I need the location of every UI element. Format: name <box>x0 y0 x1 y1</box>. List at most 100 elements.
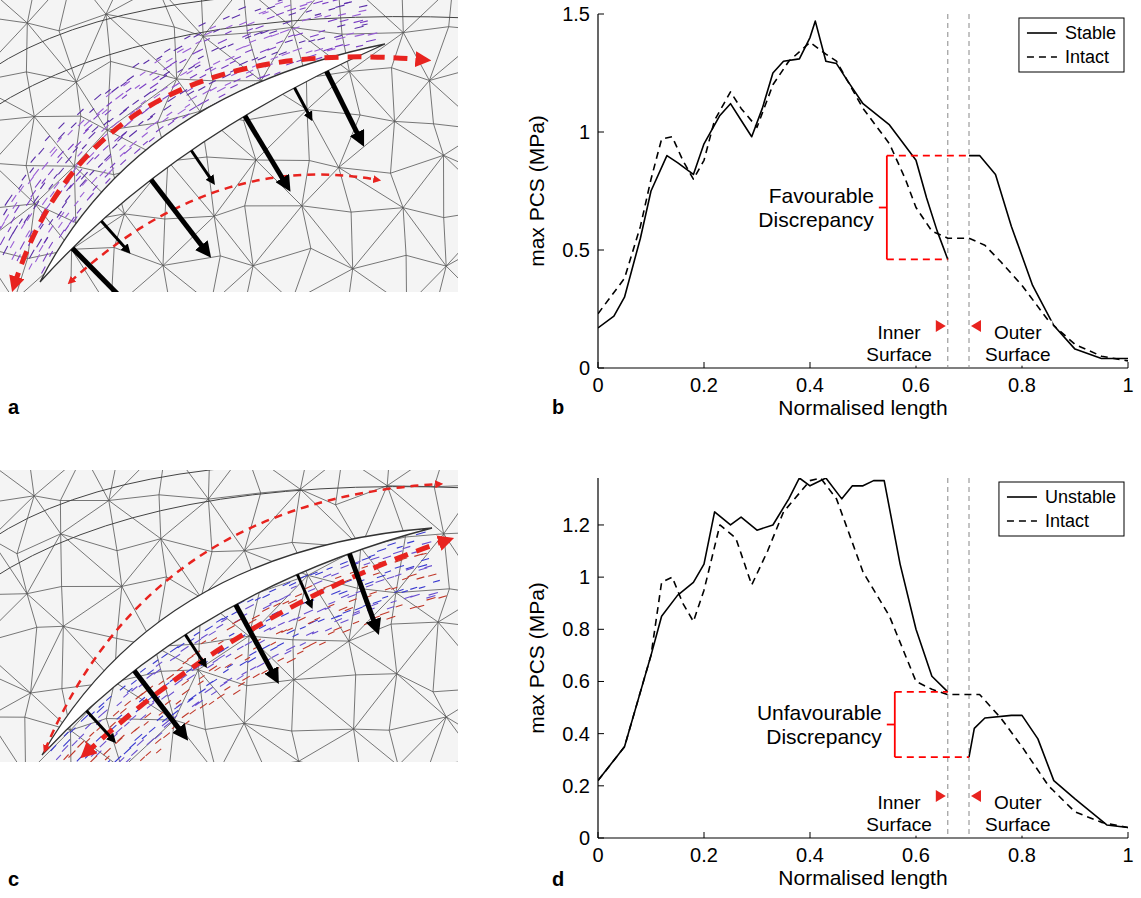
chart: 00.20.40.60.8100.20.40.60.811.2Normalise… <box>525 478 1134 890</box>
y-tick <box>598 250 604 251</box>
displacement-arrow <box>236 605 276 679</box>
y-tick-label: 0.6 <box>562 670 590 692</box>
y-tick-label: 0.8 <box>562 618 590 640</box>
bracket-stub <box>887 724 895 726</box>
surface-label-line: Surface <box>866 344 931 365</box>
legend-swatch <box>1007 496 1037 498</box>
x-axis <box>598 367 1128 368</box>
surface-label-line: Inner <box>877 322 921 343</box>
y-axis <box>597 14 598 368</box>
displacement-arrow <box>327 71 362 141</box>
surface-label-line: Surface <box>985 814 1050 835</box>
legend-label: Stable <box>1065 23 1116 43</box>
label-patch <box>983 791 1052 836</box>
surface-line <box>947 478 948 838</box>
legend-swatch <box>1027 56 1057 58</box>
panel-letter: b <box>552 396 564 418</box>
legend-swatch <box>1007 520 1037 522</box>
x-tick-label: 0.6 <box>902 844 930 866</box>
surface-label-line: Inner <box>877 792 921 813</box>
x-tick <box>598 832 599 838</box>
x-tick-label: 0.8 <box>1008 844 1036 866</box>
surface-label: OuterSurface <box>985 322 1050 365</box>
surface-pointer <box>936 320 946 332</box>
discrepancy-label-line: Favourable <box>769 184 874 207</box>
surface-label-line: Surface <box>985 344 1050 365</box>
legend: Stable Intact <box>1019 18 1124 72</box>
displacement-arrow <box>349 554 376 629</box>
displacement-arrow <box>101 221 128 251</box>
y-tick-label: 1.2 <box>562 514 590 536</box>
y-tick-label: 0 <box>579 827 590 849</box>
flow-arrow <box>85 540 448 754</box>
discrepancy-label-line: Discrepancy <box>766 725 882 748</box>
series-group <box>598 478 1128 828</box>
surface-line <box>969 478 970 838</box>
figure: ac00.20.40.60.8100.511.5Normalised lengt… <box>0 0 1141 898</box>
discrepancy-label-line: Unfavourable <box>757 701 882 724</box>
x-tick <box>598 362 599 368</box>
y-tick-label: 0.2 <box>562 775 590 797</box>
series-line <box>598 478 1128 828</box>
surface-pointer <box>936 790 946 802</box>
mesh-diagram <box>0 470 458 762</box>
surface-label-line: Surface <box>866 814 931 835</box>
legend: UnstableIntact <box>999 482 1124 536</box>
legend-label: Intact <box>1045 511 1089 531</box>
mesh-diagram <box>0 0 458 292</box>
panel-letter: a <box>8 396 20 418</box>
diagram-ground <box>0 0 458 292</box>
x-tick <box>1128 362 1129 368</box>
displacement-arrow <box>134 671 184 736</box>
displacement-arrow <box>185 635 205 665</box>
y-tick-label: 0.5 <box>562 239 590 261</box>
x-tick-label: 0.6 <box>902 374 930 396</box>
surface-label: InnerSurface <box>866 322 931 365</box>
x-tick-label: 0 <box>592 844 603 866</box>
y-tick <box>598 132 604 133</box>
x-tick-label: 0 <box>592 374 603 396</box>
y-tick-label: 1 <box>579 566 590 588</box>
panel-letter: c <box>8 868 19 890</box>
legend-box <box>999 482 1124 536</box>
y-tick <box>598 681 604 682</box>
label-patch <box>864 791 933 836</box>
discrepancy-label-line: Discrepancy <box>758 208 874 231</box>
y-tick-label: 0.4 <box>562 723 590 745</box>
y-tick <box>598 785 604 786</box>
x-axis-title: Normalised length <box>778 396 947 419</box>
displacement-arrow <box>191 151 213 182</box>
x-tick <box>810 832 811 838</box>
x-tick-label: 0.4 <box>796 844 824 866</box>
panel-letter: d <box>552 868 564 890</box>
mesh-boundary <box>0 0 458 70</box>
y-axis <box>597 478 598 838</box>
x-tick-label: 0.8 <box>1008 374 1036 396</box>
x-tick <box>704 832 705 838</box>
displacement-arrow <box>295 88 311 118</box>
y-tick-label: 1 <box>579 121 590 143</box>
x-tick-label: 0.4 <box>796 374 824 396</box>
displacement-arrow <box>87 711 114 741</box>
mesh-boundary <box>0 470 458 540</box>
x-tick-label: 1 <box>1122 374 1133 396</box>
y-tick <box>598 14 604 15</box>
legend-label: Intact <box>1065 47 1109 67</box>
y-tick-label: 0 <box>579 357 590 379</box>
surface-pointer <box>971 320 981 332</box>
label-patch <box>864 321 933 366</box>
surface-pointer <box>971 790 981 802</box>
series-line <box>598 42 1128 361</box>
discrepancy-level <box>887 155 969 157</box>
mesh-lines <box>0 470 458 762</box>
surface-label: OuterSurface <box>985 792 1050 835</box>
flow-arrow <box>70 174 378 282</box>
discrepancy-level <box>895 756 969 758</box>
x-tick-label: 0.2 <box>690 844 718 866</box>
discrepancy-label: FavourableDiscrepancy <box>758 184 874 231</box>
x-tick <box>1128 832 1129 838</box>
discrepancy-level <box>895 691 948 693</box>
x-tick <box>810 362 811 368</box>
displacement-arrow <box>151 180 207 253</box>
displacement-arrow <box>297 575 311 606</box>
